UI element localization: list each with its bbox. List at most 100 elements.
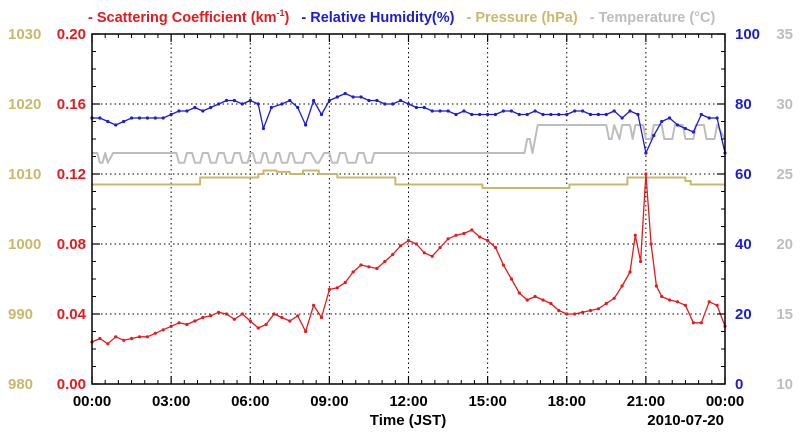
data-point-relative-humidity [130,116,134,120]
data-point-scattering-coefficient [604,301,608,306]
data-point-scattering-coefficient [217,310,221,314]
data-point-relative-humidity [319,112,324,117]
data-point-scattering-coefficient [304,329,308,334]
data-point-relative-humidity [430,109,434,113]
data-point-relative-humidity [296,105,300,110]
data-point-relative-humidity [414,105,418,110]
x-tick-label: 12:00 [389,393,427,410]
data-point-relative-humidity [367,98,371,103]
data-point-scattering-coefficient [185,322,189,327]
data-point-relative-humidity [628,109,632,113]
legend-text: - Relative Humidity(%) [301,10,454,26]
data-point-scattering-coefficient [715,303,719,307]
data-point-relative-humidity [137,116,142,120]
data-point-relative-humidity [446,109,450,113]
data-point-relative-humidity [193,105,197,110]
data-point-scattering-coefficient [383,259,387,264]
y-tick-label-temperature: 35 [776,26,793,43]
y-tick-label-pressure: 1010 [8,166,41,183]
data-point-relative-humidity [470,112,474,117]
data-point-scattering-coefficient [588,308,593,313]
data-point-relative-humidity [248,98,252,103]
data-point-scattering-coefficient [628,270,632,274]
x-axis: 00:00 03:00 06:00 09:00 12:00 15:00 18:00 21:00… [73,34,744,410]
data-point-scattering-coefficient [153,331,157,335]
data-point-relative-humidity [145,116,149,120]
data-point-relative-humidity [549,112,553,117]
x-tick-label: 09:00 [310,393,348,410]
x-tick-label: 21:00 [627,393,665,410]
data-point-scattering-coefficient [248,319,252,323]
data-point-scattering-coefficient [201,315,205,320]
data-point-relative-humidity [217,102,221,106]
data-point-scattering-coefficient [581,310,585,314]
data-point-scattering-coefficient [193,319,197,323]
y-tick-label-pressure: 980 [8,376,33,393]
data-point-scattering-coefficient [486,238,490,243]
legend-item-temp: - Temperature (°C) [590,10,716,26]
data-point-scattering-coefficient [454,233,458,237]
data-point-relative-humidity [486,112,490,117]
data-point-scattering-coefficient [446,237,450,241]
data-point-scattering-coefficient [470,228,474,232]
data-point-relative-humidity [98,116,102,120]
data-point-scattering-coefficient [533,294,537,299]
data-point-scattering-coefficient [649,242,653,246]
y-tick-label-scattering: 0.00 [57,376,86,393]
data-point-scattering-coefficient [367,265,371,269]
y-tick-label-temperature: 15 [776,306,793,323]
data-point-relative-humidity [517,112,521,117]
data-point-scattering-coefficient [633,233,637,237]
data-point-relative-humidity [644,151,648,155]
data-point-scattering-coefficient [130,336,134,341]
data-point-scattering-coefficient [691,321,696,325]
data-point-relative-humidity [343,91,347,96]
y-tick-label-humidity: 80 [735,96,752,113]
data-point-relative-humidity [462,109,466,113]
data-point-relative-humidity [509,109,513,113]
x-tick-label: 06:00 [231,393,269,410]
data-point-scattering-coefficient [161,328,165,332]
data-point-scattering-coefficient [232,317,236,321]
data-point-relative-humidity [501,109,505,113]
data-point-relative-humidity [691,130,696,134]
data-point-relative-humidity [533,109,537,113]
data-point-scattering-coefficient [668,298,672,302]
grid [92,34,725,384]
y-tick-label-pressure: 1020 [8,96,41,113]
data-point-scattering-coefficient [707,300,711,304]
legend-text: - Pressure (hPa) [466,10,577,26]
data-point-relative-humidity [240,102,244,106]
y-tick-label-scattering: 0.16 [57,96,86,113]
data-point-relative-humidity [304,123,308,127]
data-point-scattering-coefficient [98,336,102,341]
data-point-relative-humidity [565,112,569,117]
legend-text: - Scattering Coefficient (km [88,10,277,26]
data-point-relative-humidity [525,112,529,117]
data-point-scattering-coefficient [654,284,659,288]
data-point-relative-humidity [153,116,157,120]
data-point-scattering-coefficient [612,296,616,300]
data-point-relative-humidity [612,109,616,113]
data-point-scattering-coefficient [525,298,529,302]
y-tick-label-humidity: 40 [735,236,752,253]
data-point-relative-humidity [280,102,284,106]
data-point-scattering-coefficient [644,172,648,176]
data-point-scattering-coefficient [319,315,324,320]
data-point-scattering-coefficient [359,263,363,267]
y-tick-label-scattering: 0.20 [57,26,86,43]
data-point-relative-humidity [660,119,664,124]
x-tick-label: 18:00 [548,393,586,410]
y-tick-label-humidity: 60 [735,166,752,183]
data-point-scattering-coefficient [565,312,569,316]
x-tick-label: 03:00 [152,393,190,410]
data-point-relative-humidity [588,112,593,117]
data-point-scattering-coefficient [438,245,442,250]
legend-item-press: - Pressure (hPa) [466,10,577,26]
data-point-relative-humidity [620,116,624,120]
data-point-relative-humidity [261,126,265,131]
data-point-relative-humidity [185,109,189,113]
data-point-scattering-coefficient [343,280,347,285]
data-point-scattering-coefficient [391,252,395,257]
data-point-scattering-coefficient [264,322,268,327]
